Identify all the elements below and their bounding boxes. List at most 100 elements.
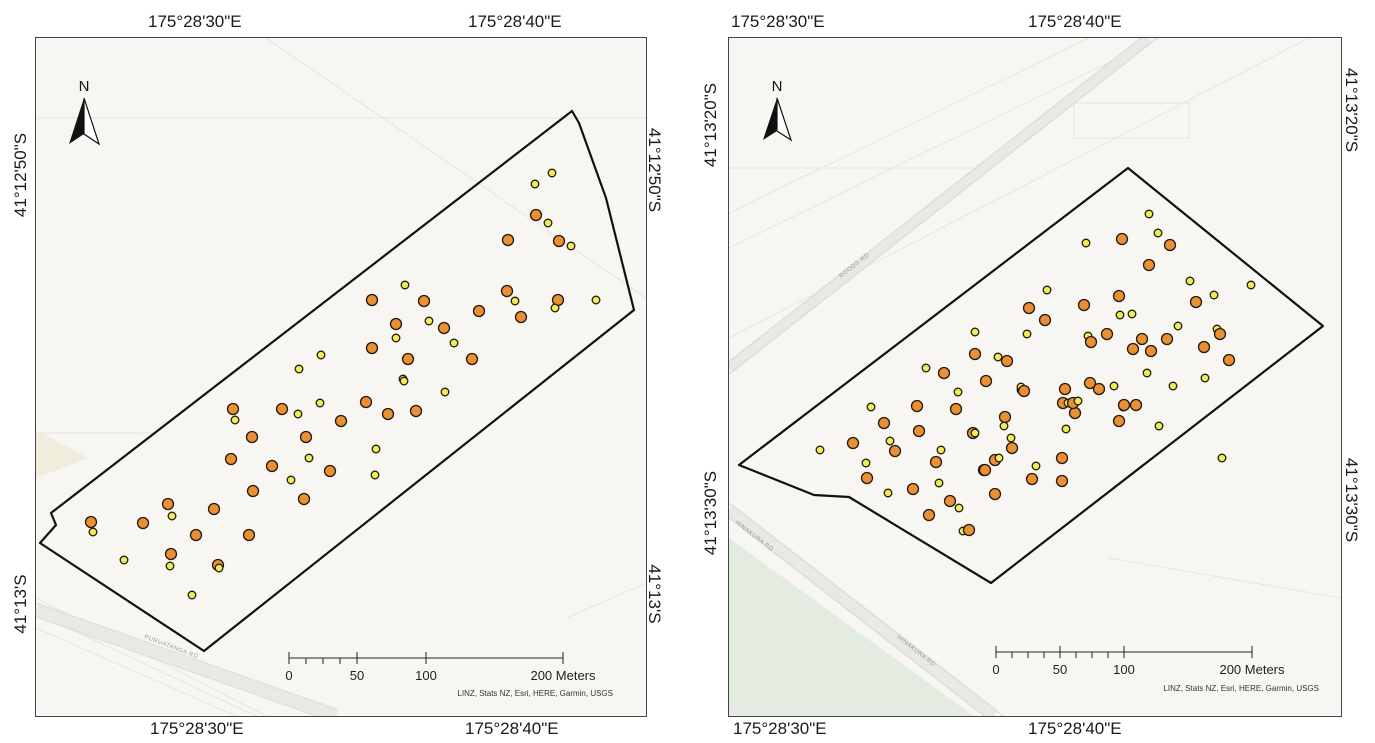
large-sample-point [846, 436, 860, 450]
left-attribution: LINZ, Stats NZ, Esri, HERE, Garmin, USGS [457, 689, 613, 698]
large-sample-point [1038, 313, 1052, 327]
right-green-area [729, 538, 974, 716]
small-sample-point [1006, 433, 1016, 443]
small-sample-point [424, 316, 434, 326]
small-sample-point [1061, 424, 1071, 434]
small-sample-point [994, 453, 1004, 463]
left-sample-points [84, 168, 601, 600]
large-sample-point [323, 464, 337, 478]
small-sample-point [861, 458, 871, 468]
right-top-coord-2: 175°28'40"E [1028, 12, 1122, 31]
large-sample-point [1112, 414, 1126, 428]
large-sample-point [1144, 344, 1158, 358]
large-sample-point [906, 482, 920, 496]
small-sample-point [1173, 321, 1183, 331]
large-sample-point [265, 459, 279, 473]
large-sample-point [922, 508, 936, 522]
right-right-lat-label-1: 41°13'20"S [1342, 67, 1361, 153]
small-sample-point [1109, 381, 1119, 391]
small-sample-point [883, 488, 893, 498]
large-sample-point [1083, 376, 1097, 390]
small-sample-point [88, 527, 98, 537]
right-map-frame[interactable]: ROODS RD HINAKURA RD HINAKURA RD N [728, 37, 1342, 717]
small-sample-point [187, 590, 197, 600]
large-sample-point [245, 430, 259, 444]
large-sample-point [998, 410, 1012, 424]
large-sample-point [409, 404, 423, 418]
right-study-boundary [737, 166, 1325, 585]
north-label: N [79, 78, 90, 95]
small-sample-point [1185, 276, 1195, 286]
large-sample-point [226, 402, 240, 416]
left-bottom-coord-1: 175°28'30"E [150, 719, 244, 738]
large-sample-point [1000, 354, 1014, 368]
small-sample-point [1168, 381, 1178, 391]
large-sample-point [465, 352, 479, 366]
small-sample-point [449, 338, 459, 348]
large-sample-point [501, 233, 515, 247]
right-attribution: LINZ, Stats NZ, Esri, HERE, Garmin, USGS [1163, 684, 1319, 693]
left-road: PURUATANGA RD [36, 602, 339, 716]
large-sample-point [979, 374, 993, 388]
scale-tick-100: 100 [1113, 662, 1135, 677]
large-sample-point [860, 471, 874, 485]
large-sample-point [1025, 472, 1039, 486]
large-sample-point [1112, 289, 1126, 303]
scale-tick-100: 100 [415, 668, 437, 683]
scale-tick-0: 0 [992, 662, 999, 677]
scale-tick-50: 50 [1053, 662, 1067, 677]
right-scale-bar: 0 50 100 200 Meters [992, 646, 1285, 677]
right-lat-label-1: 41°12'50"S [645, 127, 664, 213]
small-sample-point [1127, 309, 1137, 319]
large-sample-point [1197, 340, 1211, 354]
small-sample-point [1217, 453, 1227, 463]
right-map-panel: ROODS RD HINAKURA RD HINAKURA RD N [690, 0, 1375, 743]
large-sample-point [437, 321, 451, 335]
right-top-coord-1: 175°28'30"E [731, 12, 825, 31]
large-sample-point [1160, 332, 1174, 346]
large-sample-point [910, 399, 924, 413]
left-map-frame[interactable]: PURUATANGA RD N 0 50 [35, 37, 647, 717]
left-bottom-coord-2: 175°28'40"E [465, 719, 559, 738]
large-sample-point [943, 494, 957, 508]
large-sample-point [988, 487, 1002, 501]
small-sample-point [1022, 329, 1032, 339]
large-sample-point [949, 402, 963, 416]
small-sample-point [286, 475, 296, 485]
small-sample-point [315, 398, 325, 408]
large-sample-point [937, 366, 951, 380]
large-sample-point [189, 528, 203, 542]
large-sample-point [552, 234, 566, 248]
left-farmland-patch [36, 430, 88, 478]
large-sample-point [978, 463, 992, 477]
left-top-coord-1: 175°28'30"E [148, 12, 242, 31]
large-sample-point [1005, 441, 1019, 455]
scale-tick-0: 0 [285, 668, 292, 683]
small-sample-point [1144, 209, 1154, 219]
large-sample-point [1117, 398, 1131, 412]
small-sample-point [440, 387, 450, 397]
large-sample-point [929, 455, 943, 469]
left-lat-label-2: 41°13'S [11, 574, 30, 634]
large-sample-point [912, 424, 926, 438]
large-sample-point [275, 402, 289, 416]
small-sample-point [999, 421, 1009, 431]
large-sample-point [1189, 295, 1203, 309]
left-scale-bar: 0 50 100 200 Meters [285, 652, 596, 683]
right-sample-points [815, 209, 1256, 537]
north-label: N [772, 78, 783, 95]
small-sample-point [530, 179, 540, 189]
small-sample-point [885, 436, 895, 446]
small-sample-point [1246, 280, 1256, 290]
large-sample-point [161, 497, 175, 511]
small-sample-point [543, 218, 553, 228]
large-sample-point [297, 492, 311, 506]
right-bottom-coord-2: 175°28'40"E [1028, 719, 1122, 738]
small-sample-point [165, 561, 175, 571]
right-north-arrow: N [763, 78, 793, 142]
left-top-coord-2: 175°28'40"E [468, 12, 562, 31]
large-sample-point [401, 352, 415, 366]
large-sample-point [514, 310, 528, 324]
small-sample-point [547, 168, 557, 178]
large-sample-point [1068, 406, 1082, 420]
